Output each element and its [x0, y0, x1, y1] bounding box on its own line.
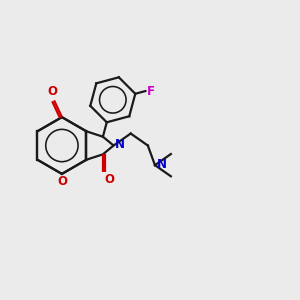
Text: O: O [48, 85, 58, 98]
Text: F: F [147, 85, 154, 98]
Text: N: N [115, 138, 125, 151]
Text: O: O [105, 173, 115, 186]
Text: O: O [57, 176, 67, 188]
Text: N: N [157, 158, 166, 171]
